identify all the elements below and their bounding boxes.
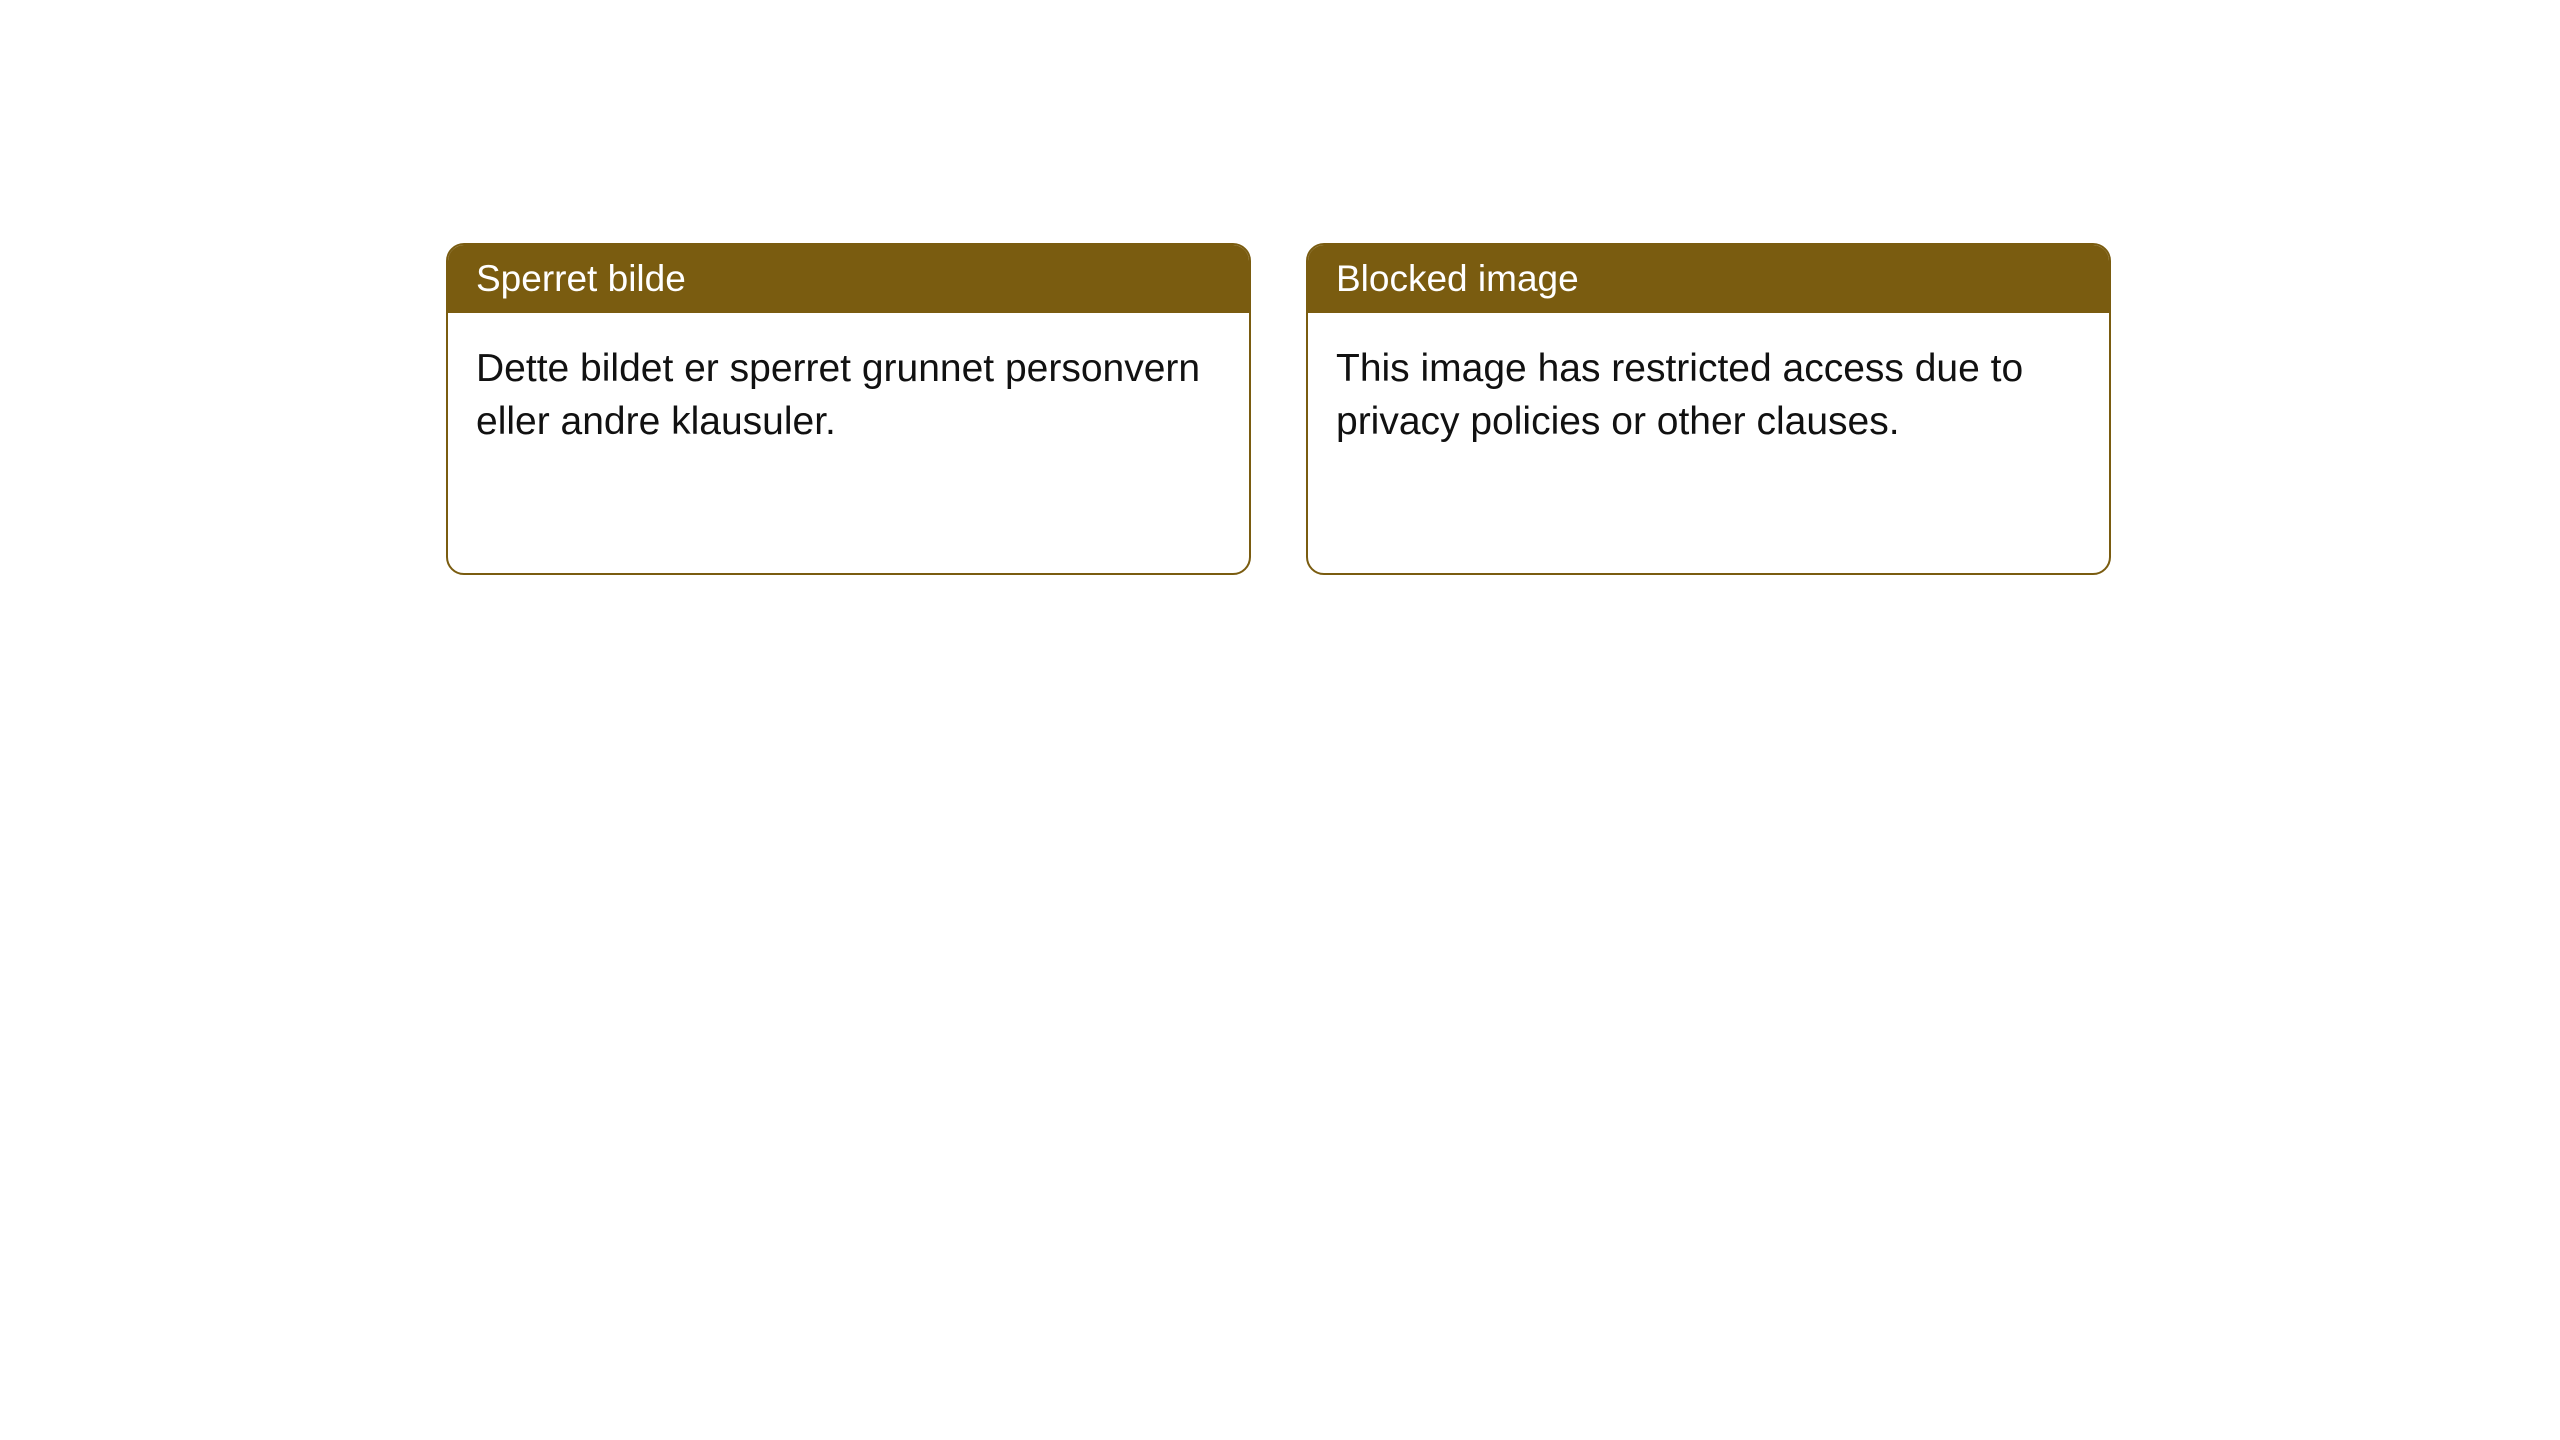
notice-body: This image has restricted access due to …: [1308, 313, 2109, 478]
notice-header: Blocked image: [1308, 245, 2109, 313]
notice-container: Sperret bilde Dette bildet er sperret gr…: [446, 243, 2111, 575]
notice-card-english: Blocked image This image has restricted …: [1306, 243, 2111, 575]
notice-header: Sperret bilde: [448, 245, 1249, 313]
notice-body: Dette bildet er sperret grunnet personve…: [448, 313, 1249, 478]
notice-card-norwegian: Sperret bilde Dette bildet er sperret gr…: [446, 243, 1251, 575]
